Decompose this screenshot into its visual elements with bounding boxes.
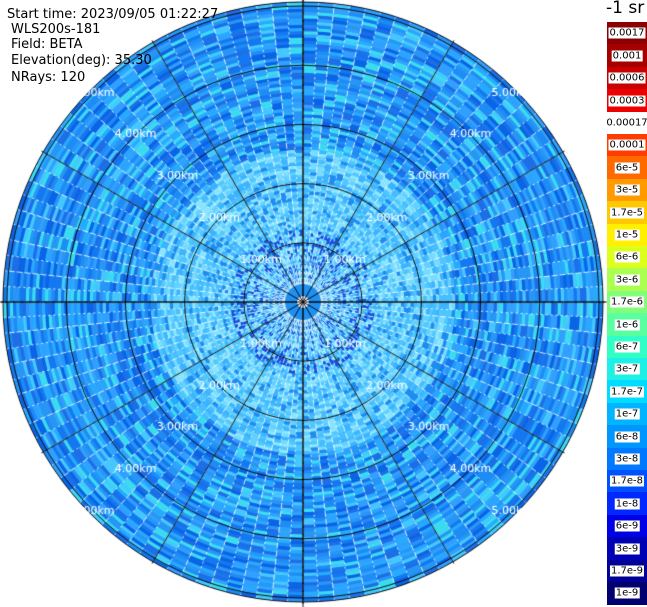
colorbar-tick-label: 6e-5 <box>614 162 640 174</box>
colorbar-tick-label: 1e-5 <box>614 229 640 241</box>
colorbar-tick-label: 1e-8 <box>614 498 640 510</box>
colorbar-cell: 6e-7 <box>607 335 647 359</box>
colorbar-cell: 6e-8 <box>607 425 647 449</box>
elevation-label: Elevation(deg): 35.30 <box>11 53 152 68</box>
colorbar-tick-label: 6e-8 <box>614 431 640 443</box>
colorbar-tick-label: 0.0006 <box>608 72 646 84</box>
instrument-label: WLS200s-181 <box>11 22 101 37</box>
colorbar-tick-label: 0.0017 <box>608 27 646 39</box>
colorbar-cell: 3e-8 <box>607 447 647 471</box>
colorbar-tick-label: 6e-6 <box>614 251 640 263</box>
colorbar-tick-label: 6e-9 <box>614 520 640 532</box>
field-label: Field: BETA <box>11 37 83 52</box>
colorbar-tick-label: 1e-6 <box>614 319 640 331</box>
nrays-label: NRays: 120 <box>11 70 86 85</box>
colorbar-tick-label: 1.7e-7 <box>609 386 645 398</box>
colorbar-cell: 0.0017 <box>607 22 647 45</box>
colorbar-cell: 1e-9 <box>607 582 647 605</box>
colorbar-cell: 1.7e-6 <box>607 290 647 314</box>
colorbar-cell: 0.0003 <box>607 89 647 113</box>
colorbar-tick-label: 0.0001 <box>608 139 646 151</box>
colorbar-cell: 1e-8 <box>607 492 647 516</box>
start-time-label: Start time: 2023/09/05 01:22:27 <box>7 7 219 22</box>
colorbar-cell: 1.7e-5 <box>607 201 647 225</box>
colorbar-cell: 1e-5 <box>607 223 647 247</box>
colorbar-cell: 1.7e-9 <box>607 559 647 583</box>
colorbar-tick-label: 3e-7 <box>614 363 640 375</box>
colorbar-tick-label: 3e-5 <box>614 184 640 196</box>
colorbar-cell: 1e-6 <box>607 313 647 337</box>
colorbar-tick-label: 1.7e-5 <box>609 207 645 219</box>
colorbar-tick-label: 1e-7 <box>614 408 640 420</box>
colorbar-cell: 1e-7 <box>607 402 647 426</box>
colorbar-cell: 6e-6 <box>607 246 647 269</box>
colorbar-tick-label: 3e-8 <box>614 453 640 465</box>
colorbar-tick-label: 0.00017 <box>605 117 647 129</box>
colorbar-cell: 3e-5 <box>607 178 647 202</box>
colorbar-cell: 6e-5 <box>607 156 647 180</box>
colorbar-tick-label: 1.7e-8 <box>609 475 645 487</box>
colorbar-tick-label: 0.0003 <box>608 95 646 107</box>
colorbar-cell: 0.001 <box>607 44 647 68</box>
colorbar-cell: 3e-9 <box>607 537 647 561</box>
colorbar-cell: 1.7e-8 <box>607 470 647 493</box>
colorbar-tick-label: 3e-6 <box>614 274 640 286</box>
colorbar-tick-label: 1.7e-9 <box>609 565 645 577</box>
colorbar-cell: 0.0001 <box>607 134 647 157</box>
colorbar-cell: 0.00017 <box>605 111 647 135</box>
colorbar-cell: 3e-6 <box>607 268 647 292</box>
colorbar-tick-label: 6e-7 <box>614 341 640 353</box>
colorbar-tick-label: 0.001 <box>611 50 643 62</box>
colorbar-tick-label: 1e-9 <box>614 587 640 599</box>
colorbar-cell: 6e-9 <box>607 514 647 538</box>
colorbar-unit-label: -1 sr <box>606 0 645 18</box>
colorbar-cell: 3e-7 <box>607 358 647 381</box>
colorbar-cell: 1.7e-7 <box>607 380 647 404</box>
colorbar-cell: 0.0006 <box>607 66 647 90</box>
colorbar-tick-label: 3e-9 <box>614 543 640 555</box>
colorbar-tick-label: 1.7e-6 <box>609 296 645 308</box>
